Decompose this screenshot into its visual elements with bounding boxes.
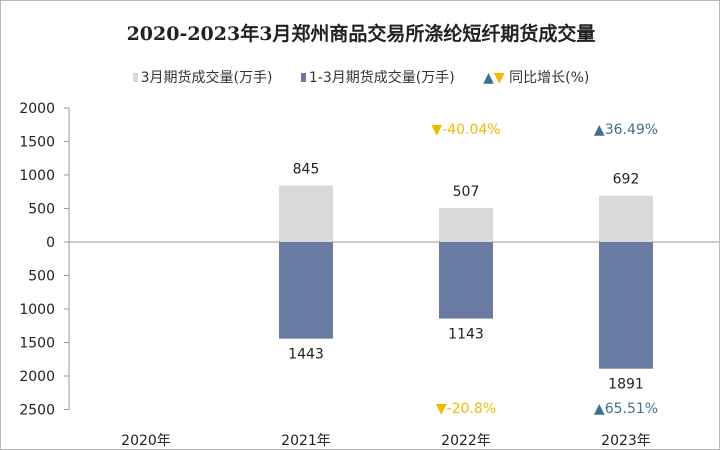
data-label: 507 <box>453 184 480 200</box>
data-label: 692 <box>613 172 640 188</box>
bar-ytd <box>439 242 493 319</box>
y-tick-label: 0 <box>46 235 55 251</box>
growth-label: ▲36.49% <box>594 122 658 138</box>
legend-label: 3月期货成交量(万手) <box>140 70 273 86</box>
x-tick-label: 2021年 <box>281 433 331 449</box>
down-triangle-icon: ▼ <box>493 70 505 86</box>
legend: 3月期货成交量(万手) 1-3月期货成交量(万手) ▲▼ 同比增长(%) <box>1 67 720 87</box>
growth-label: ▼-40.04% <box>431 122 500 138</box>
y-tick-label: 1500 <box>19 336 55 352</box>
legend-growth: ▲▼ 同比增长(%) <box>483 70 589 86</box>
legend-label: 同比增长(%) <box>509 70 590 86</box>
x-tick-label: 2020年 <box>121 433 171 449</box>
bar-march <box>279 185 333 242</box>
data-label: 845 <box>293 161 320 177</box>
bar-march <box>599 195 653 242</box>
y-tick-label: 2500 <box>19 403 55 419</box>
data-label: 1443 <box>288 347 324 363</box>
data-label: 1143 <box>448 327 484 343</box>
y-tick-label: 500 <box>28 202 55 218</box>
bar-ytd <box>599 242 653 369</box>
y-tick-label: 1000 <box>19 302 55 318</box>
data-label: 1891 <box>608 377 644 393</box>
legend-march: 3月期货成交量(万手) <box>132 70 273 86</box>
bar-march <box>439 208 493 242</box>
y-tick-label: 500 <box>28 269 55 285</box>
legend-swatch <box>300 73 306 82</box>
up-triangle-icon: ▲ <box>483 70 494 86</box>
y-tick-label: 2000 <box>19 101 55 117</box>
growth-label: ▲65.51% <box>594 401 658 417</box>
y-tick-label: 1000 <box>19 168 55 184</box>
legend-label: 1-3月期货成交量(万手) <box>308 70 455 86</box>
bar-ytd <box>279 242 333 339</box>
y-tick-label: 1500 <box>19 135 55 151</box>
x-tick-label: 2023年 <box>601 433 651 449</box>
chart-title: 2020-2023年3月郑州商品交易所涤纶短纤期货成交量 <box>126 23 596 45</box>
legend-swatch <box>132 73 138 82</box>
growth-label: ▼-20.8% <box>436 401 496 417</box>
legend-ytd: 1-3月期货成交量(万手) <box>300 70 455 86</box>
y-tick-label: 2000 <box>19 369 55 385</box>
x-tick-label: 2022年 <box>441 433 491 449</box>
